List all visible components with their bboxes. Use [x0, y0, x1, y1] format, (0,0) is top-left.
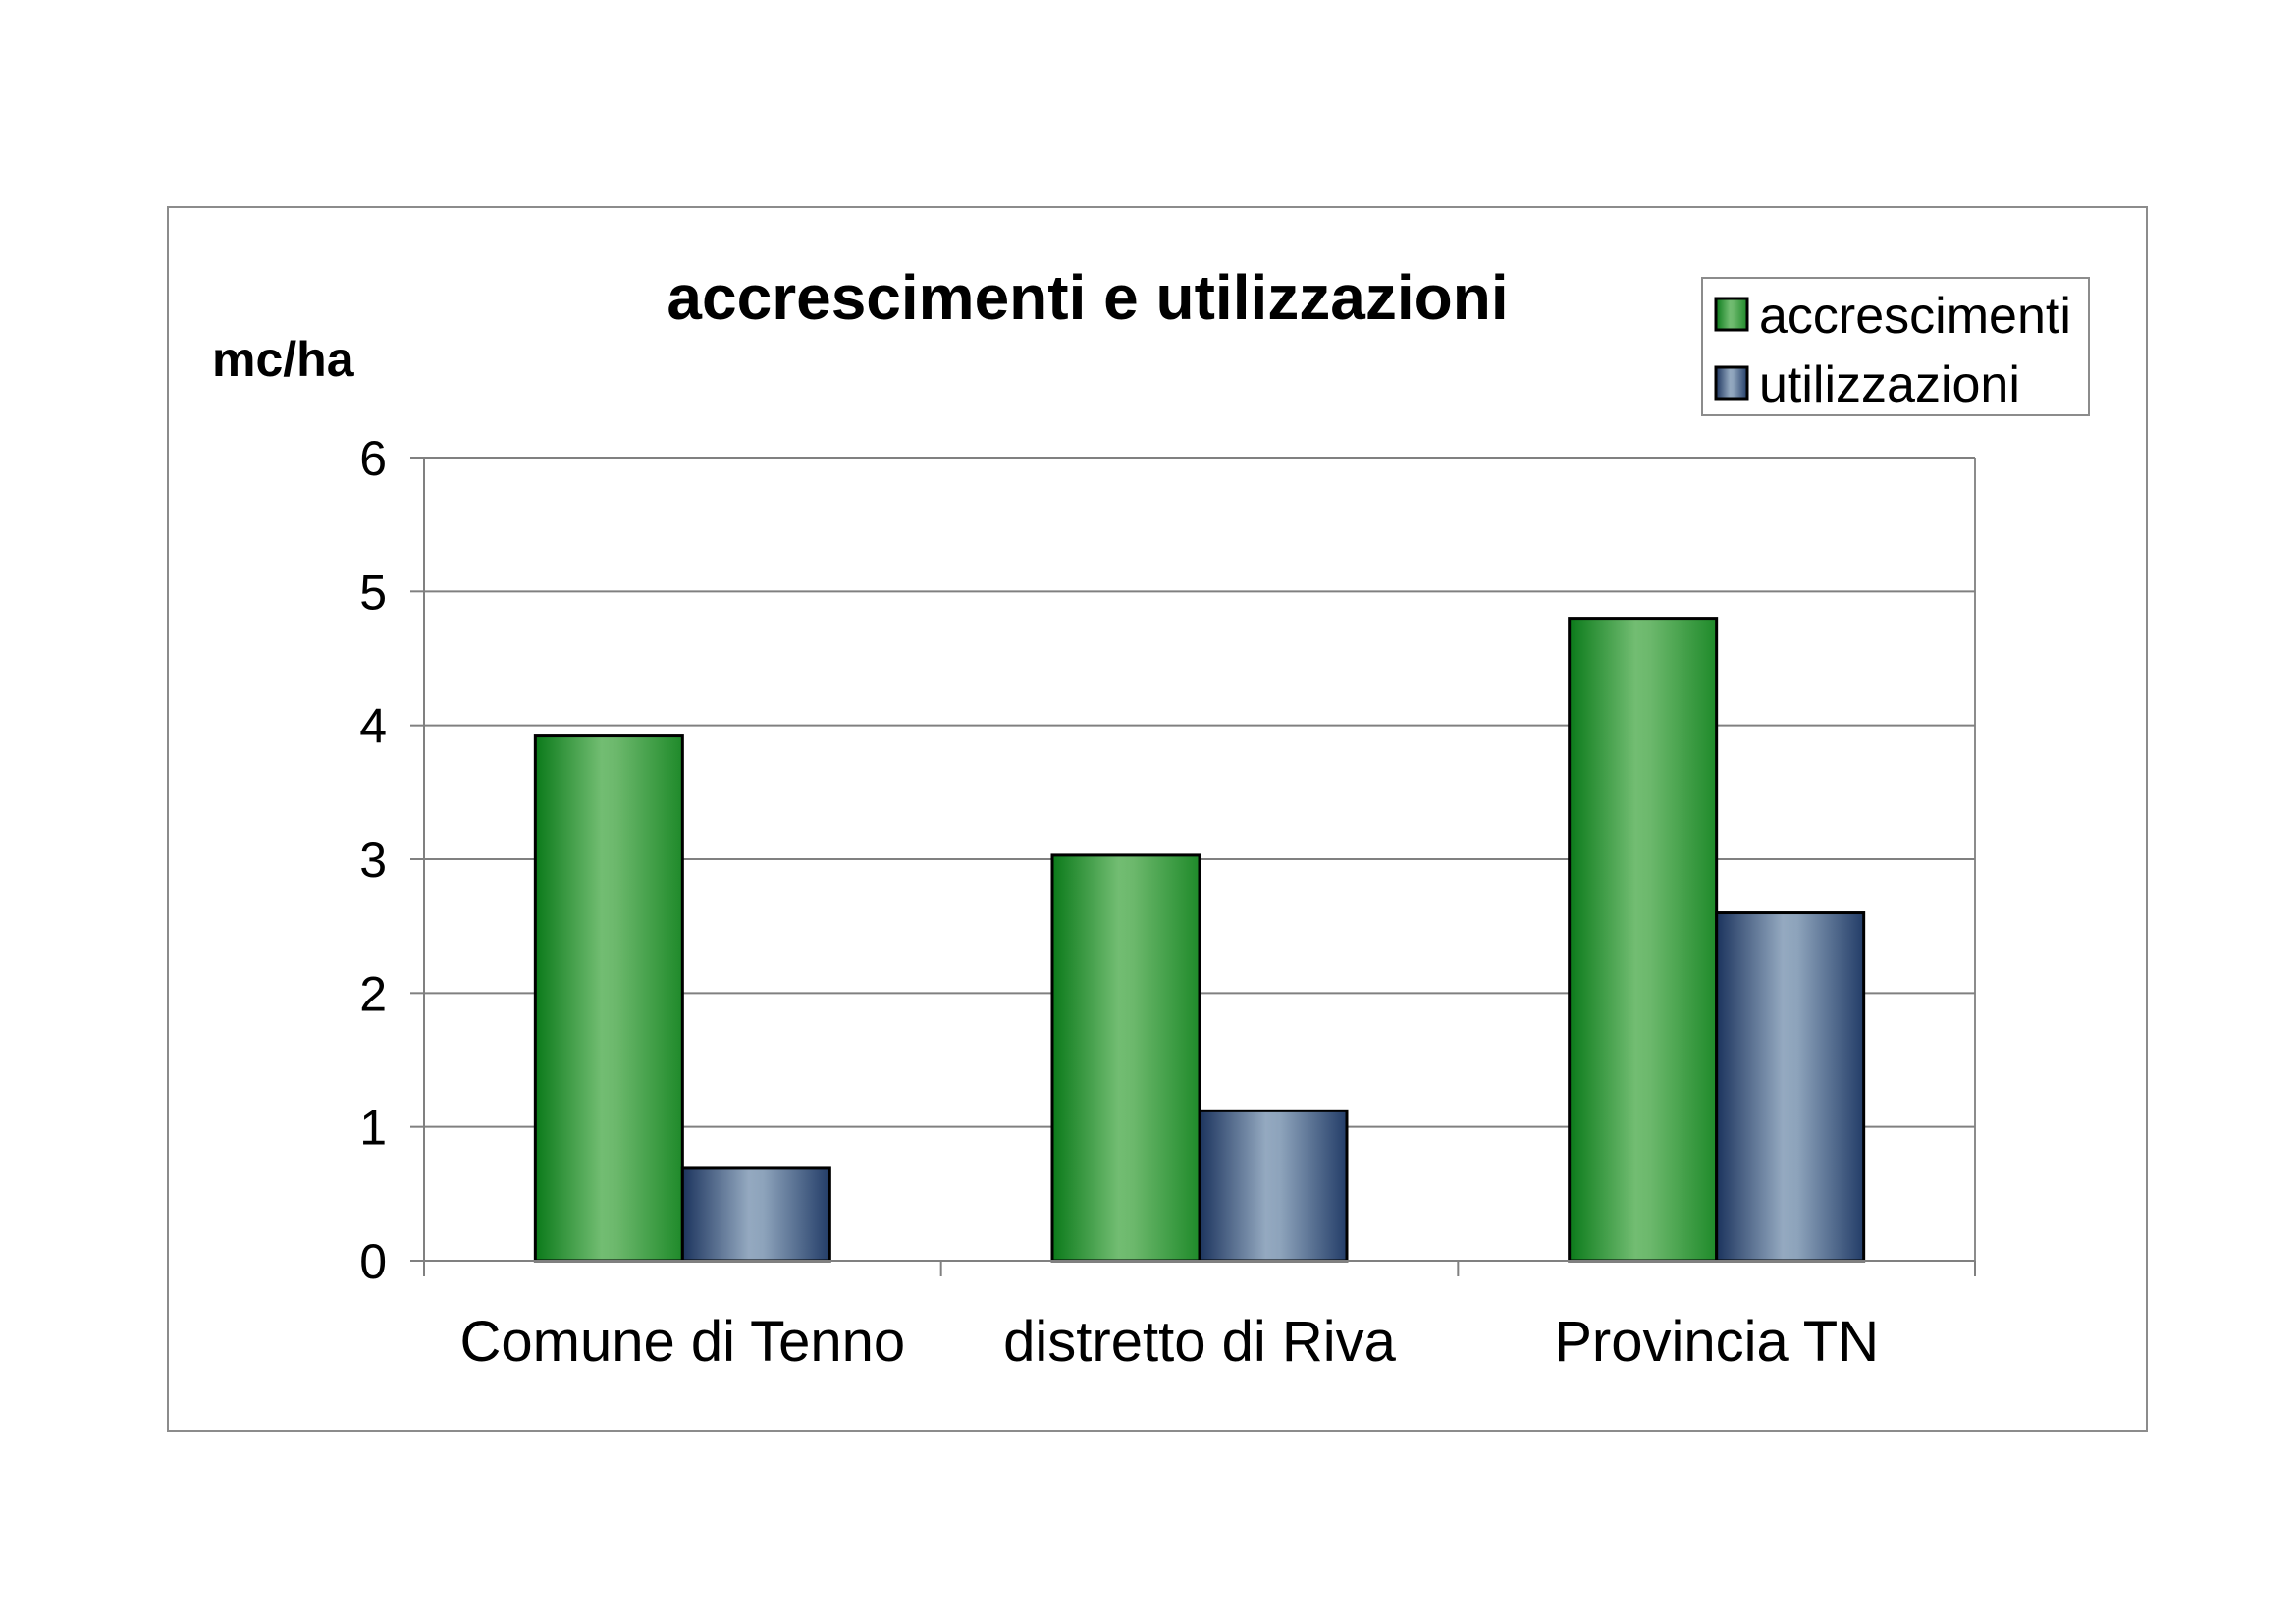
x-axis-categories: Comune di Tenno distretto di Riva Provinci…	[460, 1310, 1880, 1374]
bar-utilizzazioni-0	[680, 1166, 831, 1263]
bar-accrescimenti-2	[1568, 617, 1719, 1263]
y-axis-ticks: 0 1 2 3 4 5 6	[359, 431, 387, 1289]
bar-utilizzazioni-2	[1715, 911, 1866, 1263]
legend-label-accrescimenti: accrescimenti	[1759, 288, 2071, 345]
legend: accrescimenti utilizzazioni	[1701, 277, 2090, 416]
bars	[533, 617, 1866, 1263]
x-category-label: distretto di Riva	[1003, 1310, 1396, 1374]
y-axis-label: mc/ha	[212, 332, 355, 387]
y-tick-label: 2	[359, 966, 387, 1021]
y-tick-label: 0	[359, 1234, 387, 1289]
legend-label-utilizzazioni: utilizzazioni	[1759, 356, 2020, 413]
x-category-label: Provincia TN	[1554, 1310, 1879, 1374]
axes	[410, 457, 1976, 1276]
x-category-label: Comune di Tenno	[460, 1310, 906, 1374]
y-tick-label: 5	[359, 565, 387, 620]
legend-swatch-accrescimenti	[1714, 297, 1749, 332]
bar-accrescimenti-1	[1050, 853, 1201, 1263]
legend-box	[1701, 277, 2090, 416]
y-tick-label: 3	[359, 833, 387, 888]
bar-accrescimenti-0	[533, 734, 684, 1263]
y-tick-label: 4	[359, 699, 387, 754]
bar-utilizzazioni-1	[1198, 1109, 1349, 1263]
y-tick-label: 6	[359, 431, 387, 486]
chart-title: accrescimenti e utilizzazioni	[667, 262, 1508, 333]
legend-swatch-utilizzazioni	[1714, 365, 1749, 401]
y-tick-label: 1	[359, 1101, 387, 1156]
